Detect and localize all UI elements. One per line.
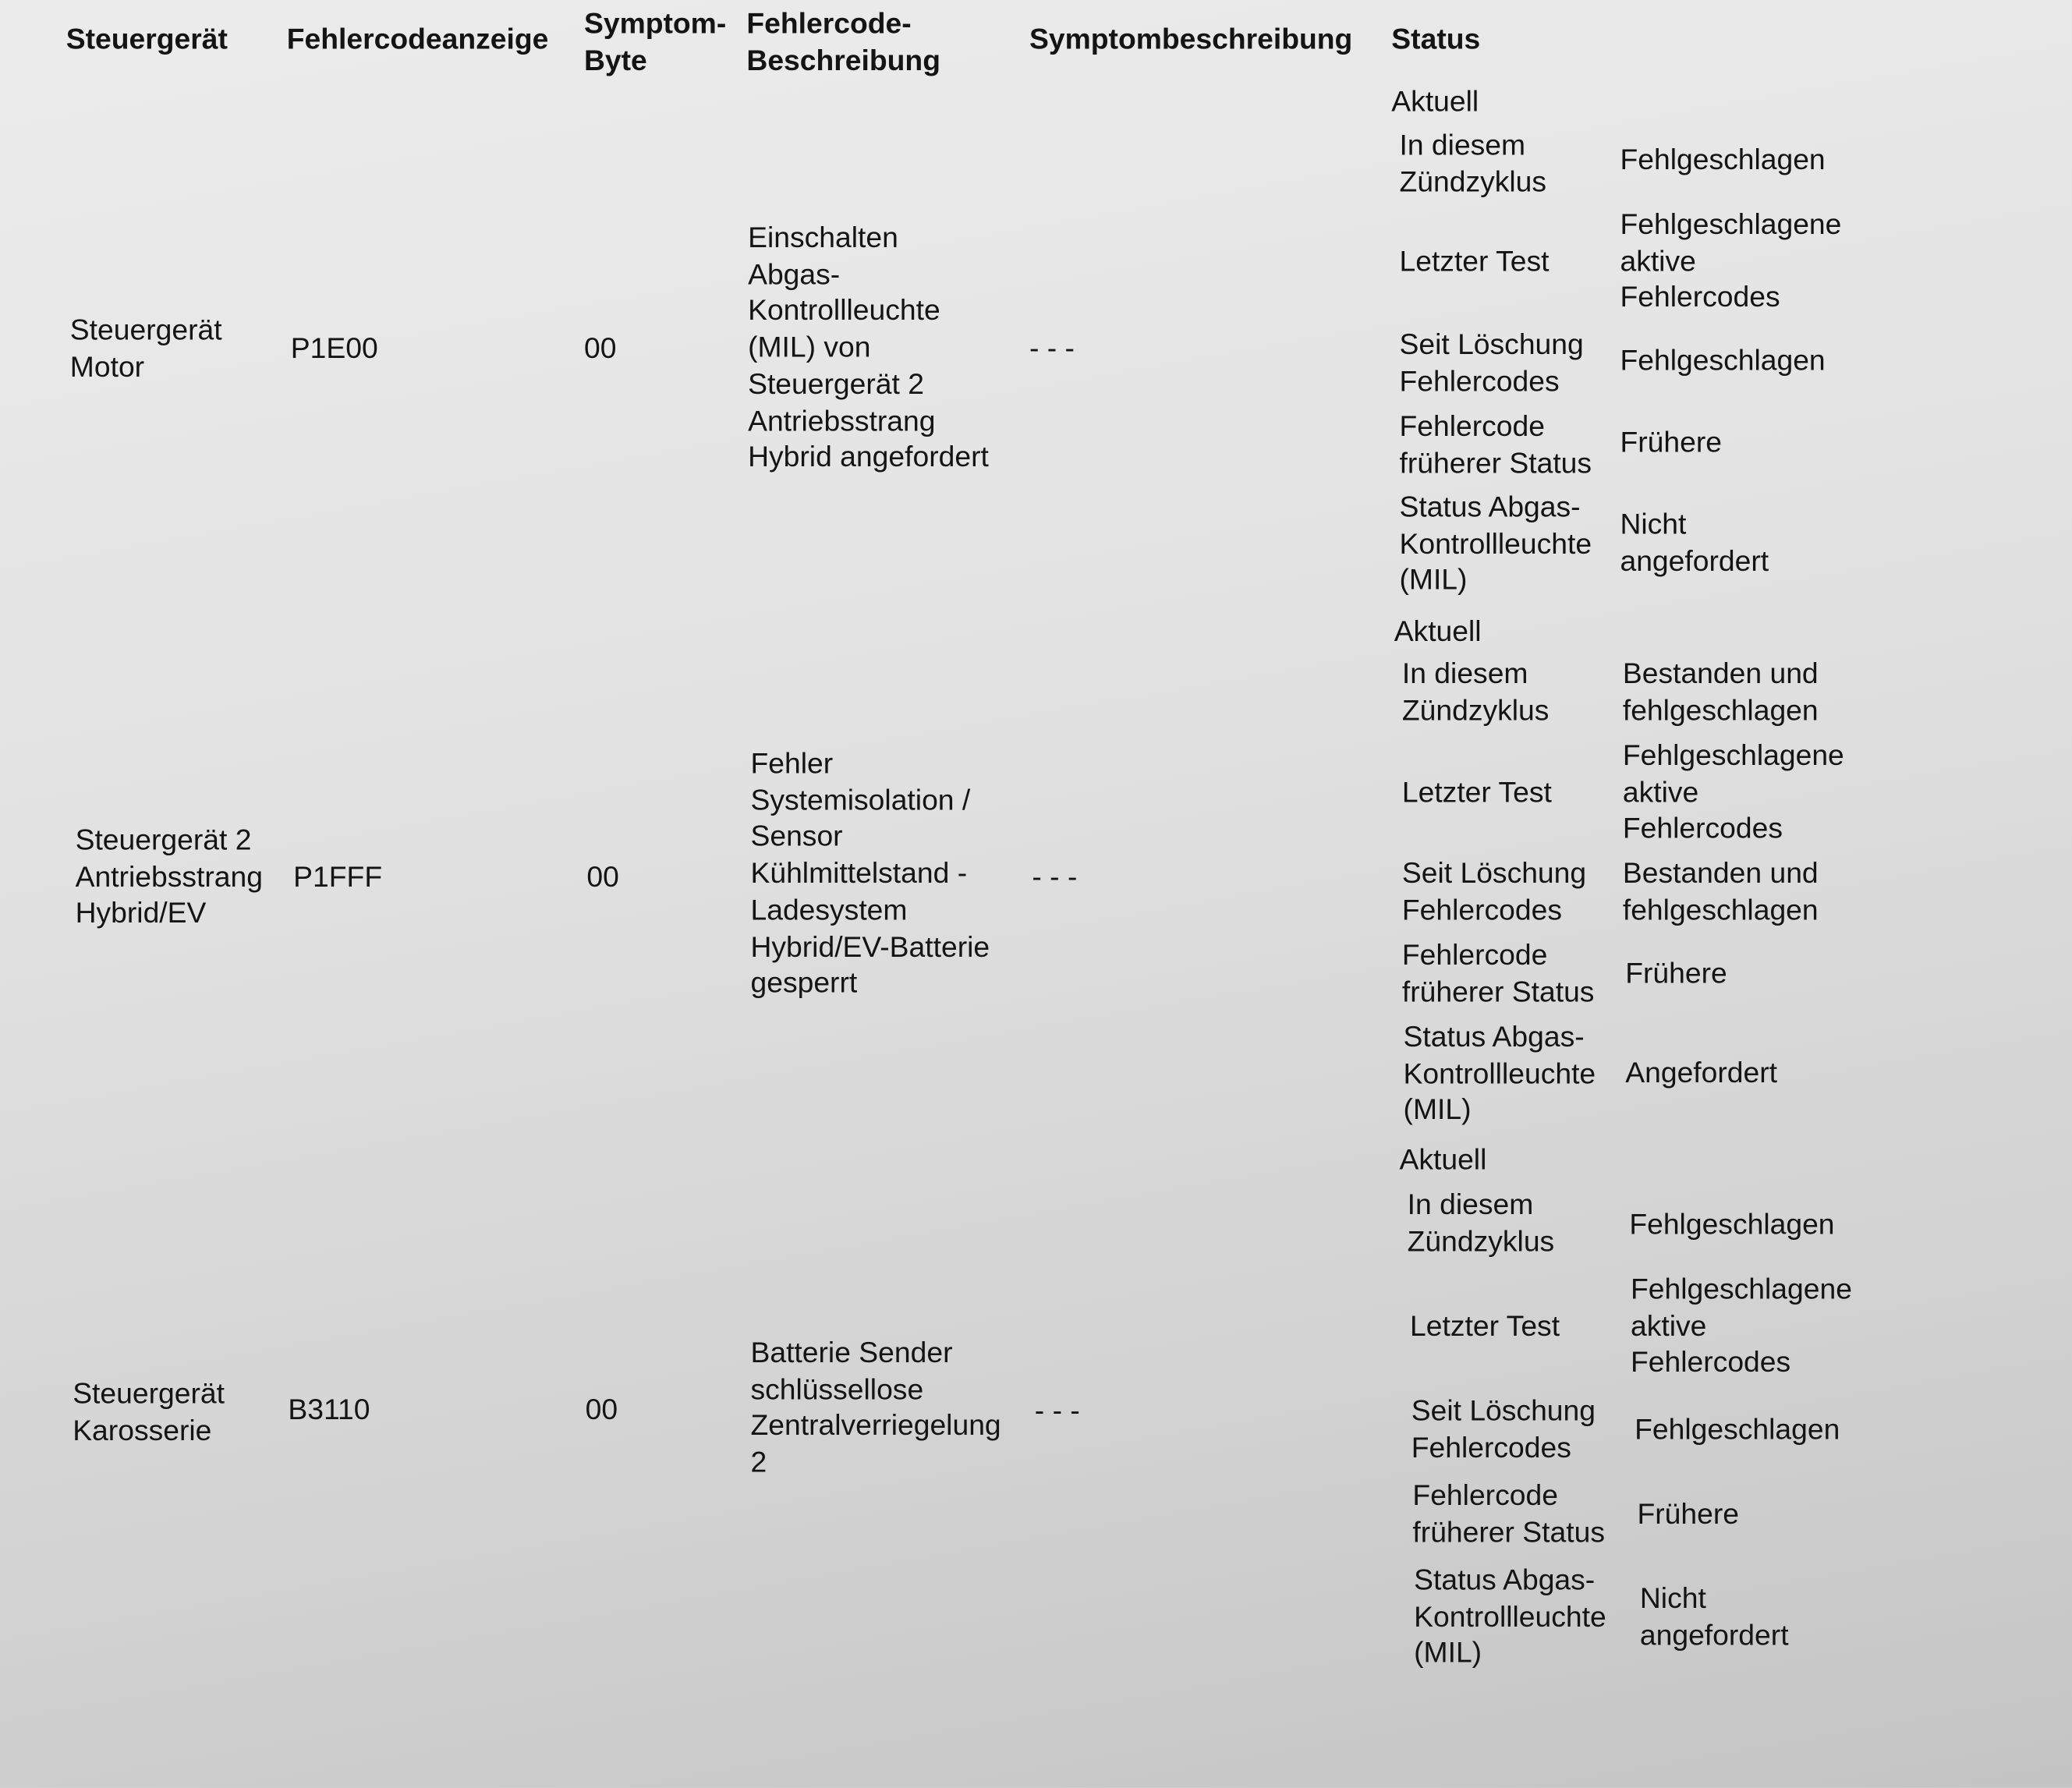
status-label: Letzter Test [1399, 244, 1550, 278]
status-label: Status Abgas- Kontrollleuchte (MIL) [1414, 1563, 1606, 1669]
status-value: Fehlgeschlagen [1620, 343, 1826, 377]
row-ecu: Steuergerät Motor [69, 313, 222, 383]
status-label: Fehlercode früherer Status [1412, 1478, 1605, 1549]
row-desc: Einschalten Abgas- Kontrollleuchte (MIL)… [748, 220, 989, 474]
status-value: Fehlgeschlagen [1635, 1412, 1840, 1446]
status-value: Bestanden und fehlgeschlagen [1622, 856, 1819, 926]
status-value: Bestanden und fehlgeschlagen [1622, 657, 1819, 727]
header-status: Status [1391, 22, 1481, 56]
row-symptom: - - - [1029, 331, 1075, 365]
status-value: Fehlgeschlagen [1620, 143, 1826, 176]
status-value: Angefordert [1625, 1055, 1778, 1089]
row-byte: 00 [585, 1393, 618, 1426]
header-symptom: Symptombeschreibung [1029, 22, 1353, 56]
status-label: In diesem Zündzyklus [1401, 657, 1550, 727]
header-code: Fehlercodeanzeige [286, 22, 549, 56]
row-code: B3110 [288, 1393, 370, 1426]
status-title: Aktuell [1394, 614, 1482, 648]
status-value: Frühere [1620, 425, 1723, 459]
status-label: Seit Löschung Fehlercodes [1411, 1393, 1596, 1464]
row-symptom: - - - [1032, 860, 1078, 894]
status-value: Nicht angefordert [1620, 507, 1769, 577]
row-desc: Fehler Systemisolation / Sensor Kühlmitt… [750, 746, 990, 1000]
row-code: P1E00 [290, 331, 378, 365]
status-label: Fehlercode früherer Status [1401, 938, 1595, 1008]
row-code: P1FFF [293, 860, 383, 894]
header-desc: Fehlercode- Beschreibung [746, 6, 940, 76]
row-byte: 00 [586, 860, 619, 894]
header-ecu: Steuergerät [66, 22, 228, 56]
row-symptom: - - - [1034, 1393, 1080, 1428]
status-value: Frühere [1625, 956, 1727, 990]
status-title: Aktuell [1399, 1142, 1487, 1177]
status-label: Seit Löschung Fehlercodes [1401, 856, 1587, 926]
status-value: Fehlgeschlagene aktive Fehlercodes [1631, 1272, 1852, 1379]
row-ecu: Steuergerät Karosserie [73, 1376, 225, 1446]
row-desc: Batterie Sender schlüssellose Zentralver… [750, 1336, 1001, 1479]
status-value: Fehlgeschlagen [1629, 1207, 1835, 1241]
status-label: Seit Löschung Fehlercodes [1399, 328, 1584, 398]
status-value: Fehlgeschlagene aktive Fehlercodes [1622, 738, 1844, 845]
status-label: In diesem Zündzyklus [1407, 1188, 1555, 1258]
status-label: Letzter Test [1401, 775, 1552, 809]
status-value: Nicht angefordert [1639, 1581, 1789, 1652]
status-label: Status Abgas- Kontrollleuchte (MIL) [1403, 1020, 1596, 1127]
status-label: Status Abgas- Kontrollleuchte (MIL) [1399, 490, 1592, 597]
status-value: Frühere [1637, 1496, 1740, 1531]
status-value: Fehlgeschlagene aktive Fehlercodes [1620, 207, 1842, 314]
header-byte: Symptom- Byte [583, 6, 727, 76]
row-ecu: Steuergerät 2 Antriebsstrang Hybrid/EV [75, 823, 263, 929]
status-label: In diesem Zündzyklus [1399, 128, 1547, 198]
status-label: Fehlercode früherer Status [1399, 409, 1592, 480]
row-byte: 00 [583, 331, 617, 365]
status-label: Letzter Test [1410, 1309, 1560, 1343]
status-title: Aktuell [1391, 84, 1479, 118]
